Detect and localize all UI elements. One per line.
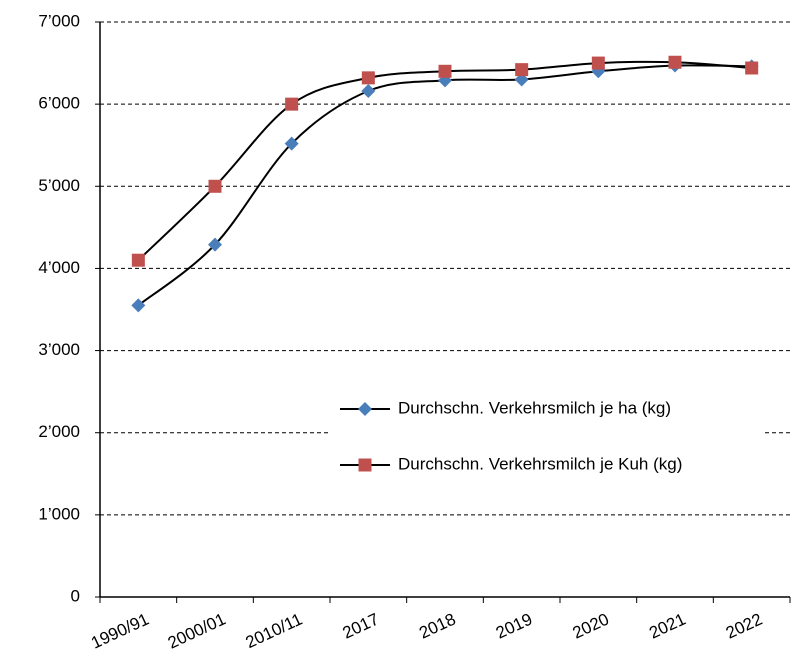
marker xyxy=(745,61,759,75)
legend-marker xyxy=(358,458,372,472)
marker xyxy=(285,97,299,111)
legend-box xyxy=(330,388,762,484)
marker xyxy=(208,237,222,252)
x-tick-label: 1990/91 xyxy=(88,609,152,652)
legend-label: Durchschn. Verkehrsmilch je Kuh (kg) xyxy=(398,454,682,473)
marker xyxy=(208,179,222,193)
x-tick-label: 2017 xyxy=(340,609,382,642)
y-tick-label: 3’000 xyxy=(38,340,80,359)
legend-label: Durchschn. Verkehrsmilch je ha (kg) xyxy=(398,398,671,417)
x-tick-label: 2018 xyxy=(416,609,458,642)
y-tick-label: 7’000 xyxy=(38,11,80,30)
marker xyxy=(131,298,146,313)
y-tick-label: 1’000 xyxy=(38,504,80,523)
marker xyxy=(668,55,682,69)
y-tick-label: 4’000 xyxy=(38,258,80,277)
legend: Durchschn. Verkehrsmilch je ha (kg) Durch… xyxy=(330,388,762,484)
x-tick-label: 2020 xyxy=(570,609,612,642)
marker xyxy=(131,253,145,267)
marker xyxy=(361,71,375,85)
marker xyxy=(591,56,605,70)
marker xyxy=(515,63,529,77)
series-line xyxy=(137,60,752,261)
y-tick-label: 6’000 xyxy=(38,94,80,113)
y-tick-label: 5’000 xyxy=(38,176,80,195)
marker xyxy=(438,64,452,78)
x-tick-label: 2010/11 xyxy=(243,609,306,652)
series-line xyxy=(137,64,752,307)
y-tick-label: 0 xyxy=(71,586,80,605)
x-tick-label: 2022 xyxy=(723,609,765,642)
y-tick-label: 2’000 xyxy=(38,422,80,441)
marker xyxy=(284,136,299,151)
x-tick-label: 2021 xyxy=(646,609,688,642)
x-tick-label: 2019 xyxy=(493,609,535,642)
legend-marker xyxy=(358,402,372,416)
marker xyxy=(361,84,376,98)
x-tick-label: 2000/01 xyxy=(165,609,229,652)
